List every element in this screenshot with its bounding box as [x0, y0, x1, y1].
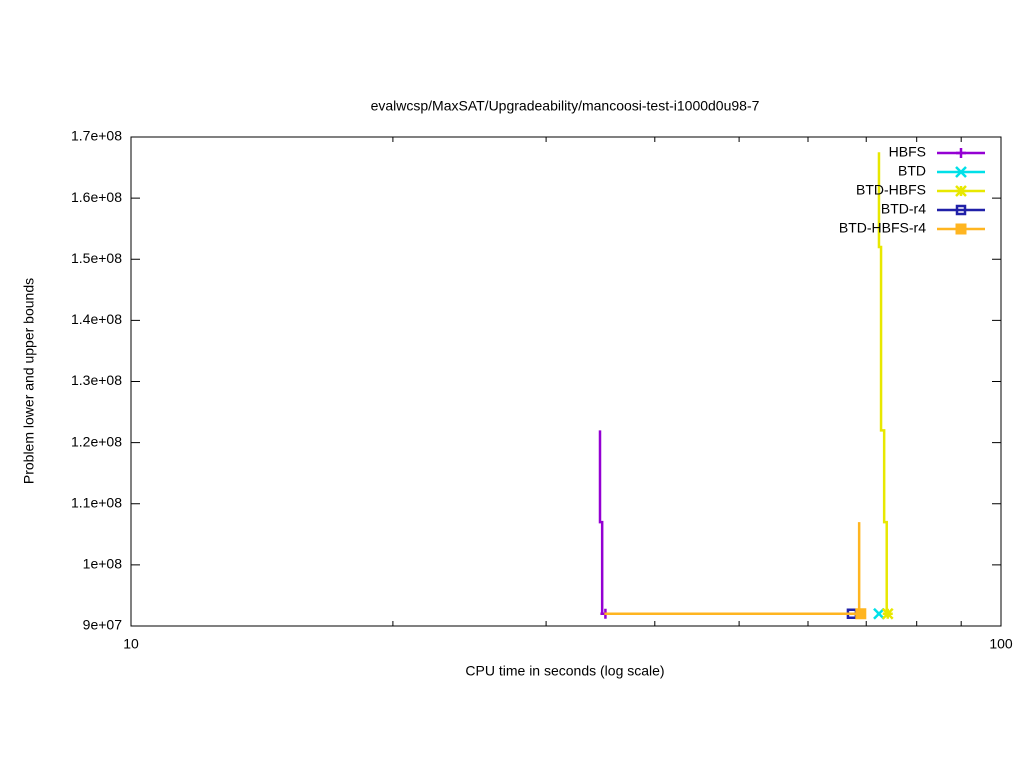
chart-title: evalwcsp/MaxSAT/Upgradeability/mancoosi-… [371, 98, 760, 114]
legend-label: BTD-r4 [881, 201, 926, 217]
marker [955, 204, 967, 216]
legend-label: BTD [898, 163, 926, 179]
legend-label: BTD-HBFS-r4 [839, 220, 926, 236]
series-line [598, 430, 606, 616]
marker [955, 185, 967, 197]
x-tick-label: 10 [123, 636, 139, 652]
series-line [604, 522, 861, 616]
marker [956, 148, 966, 158]
marker [881, 607, 894, 620]
y-tick-label: 1e+08 [83, 556, 123, 572]
series-line [877, 152, 888, 616]
y-tick-label: 1.7e+08 [71, 128, 122, 144]
y-tick-label: 1.4e+08 [71, 311, 122, 327]
y-tick-label: 1.3e+08 [71, 372, 122, 388]
plot-border [130, 136, 1002, 627]
y-tick-label: 9e+07 [83, 617, 123, 633]
x-axis-label: CPU time in seconds (log scale) [465, 663, 664, 679]
marker [955, 166, 967, 178]
marker [955, 223, 967, 235]
legend-label: HBFS [889, 144, 926, 160]
y-axis-label: Problem lower and upper bounds [21, 278, 37, 484]
x-tick-label: 100 [989, 636, 1013, 652]
marker [855, 608, 867, 620]
y-tick-label: 1.1e+08 [71, 494, 122, 510]
marker [873, 607, 885, 620]
y-tick-label: 1.6e+08 [71, 189, 122, 205]
y-tick-label: 1.2e+08 [71, 433, 122, 449]
legend-label: BTD-HBFS [856, 182, 926, 198]
y-tick-label: 1.5e+08 [71, 250, 122, 266]
